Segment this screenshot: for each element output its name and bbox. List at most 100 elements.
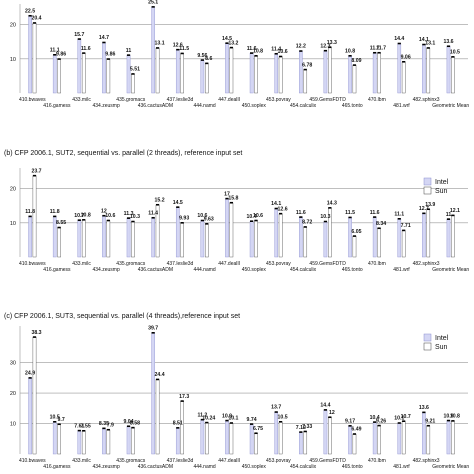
marker-intel (200, 418, 204, 421)
data-label-intel: 11 (126, 48, 132, 54)
y-tick-label: 20 (10, 391, 16, 397)
category-label: 481.wrf (393, 103, 410, 109)
data-label-sun: 7.9 (107, 422, 114, 428)
marker-intel (77, 38, 81, 40)
marker-intel (151, 332, 155, 334)
data-label-sun: 13.1 (155, 41, 165, 47)
data-label-intel: 10.5 (50, 415, 60, 421)
marker-sun (131, 220, 135, 223)
bar-sun (229, 202, 234, 258)
data-label-sun: 10.6 (253, 213, 263, 219)
data-label-intel: 11.7 (370, 45, 380, 51)
data-label-intel: 12.6 (173, 42, 183, 48)
data-label-sun: 11.7 (376, 45, 386, 51)
bar-sun (278, 421, 283, 455)
marker-intel (323, 220, 328, 223)
data-label-intel: 11.1 (394, 212, 404, 218)
panel-b-title: (b) CFP 2006.1, SUT2, sequential vs. par… (4, 150, 242, 157)
data-label-sun: 9.7 (58, 417, 65, 423)
data-label-sun: 8.6 (205, 56, 212, 62)
marker-sun (180, 52, 184, 55)
data-label-sun: 6.49 (351, 427, 361, 433)
data-label-sun: 12.6 (278, 206, 288, 212)
panel-c-title: (c) CFP 2006.1, SUT3, sequential vs. par… (4, 313, 240, 320)
category-label: 410.bwaves (19, 458, 46, 464)
bar-sun (352, 236, 357, 258)
category-label: 433.milc (72, 458, 91, 464)
data-label-sun: 10.8 (81, 213, 91, 219)
marker-intel (299, 216, 303, 218)
marker-intel (250, 220, 254, 222)
bar-intel (28, 216, 32, 258)
bar-sun (451, 56, 455, 94)
category-label: 437.leslie3d (167, 458, 194, 464)
marker-sun (229, 201, 233, 204)
data-label-sun: 13.1 (425, 41, 435, 47)
bar-intel (102, 42, 106, 94)
bar-sun (106, 59, 111, 94)
bar-sun (426, 425, 431, 455)
category-label: 433.milc (72, 97, 91, 103)
bar-sun (401, 61, 406, 94)
data-label-intel: 14.5 (173, 200, 183, 206)
marker-sun (352, 433, 357, 435)
data-label-intel: 10.4 (247, 214, 257, 220)
bar-sun (81, 53, 86, 94)
marker-intel (299, 50, 303, 52)
data-label-intel: 22.5 (25, 8, 35, 14)
bar-intel (77, 220, 82, 258)
bar-sun (229, 47, 234, 94)
data-label-sun: 9.06 (401, 54, 411, 60)
data-label-sun: 8.58 (130, 420, 140, 426)
data-label-sun: 7.71 (401, 223, 411, 229)
marker-sun (82, 52, 86, 54)
data-label-sun: 6.75 (253, 426, 263, 432)
y-tick-label: 20 (10, 23, 16, 29)
marker-sun (32, 174, 37, 177)
bar-intel (151, 6, 155, 94)
bar-sun (32, 337, 37, 455)
category-label: 453.povray (266, 261, 291, 267)
bar-intel (175, 49, 180, 94)
bar-intel (126, 426, 131, 455)
bar-sun (57, 227, 61, 258)
data-label-intel: 9.17 (345, 419, 355, 425)
bar-intel (372, 52, 377, 94)
data-label-sun: 23.7 (31, 168, 41, 174)
data-label-intel: 10.7 (74, 213, 84, 219)
marker-sun (205, 62, 209, 65)
marker-sun (32, 22, 37, 24)
marker-sun (303, 226, 307, 228)
data-label-sun: 10.8 (253, 49, 263, 55)
category-label: 459.GemsFDTD (309, 97, 346, 103)
data-label-sun: 38.3 (31, 330, 41, 336)
marker-intel (77, 429, 81, 432)
category-label: 453.povray (266, 458, 291, 464)
marker-intel (274, 207, 278, 210)
marker-sun (303, 68, 307, 71)
bar-sun (278, 213, 283, 258)
data-label-sun: 10.5 (450, 50, 460, 56)
bar-sun (32, 175, 37, 258)
data-label-intel: 14.4 (320, 403, 330, 409)
marker-intel (176, 427, 180, 429)
marker-sun (279, 55, 283, 58)
category-label: 459.GemsFDTD (309, 261, 346, 267)
marker-sun (131, 426, 135, 429)
bar-sun (377, 425, 381, 455)
marker-intel (373, 216, 377, 218)
marker-sun (106, 219, 110, 222)
marker-sun (279, 421, 283, 423)
data-label-intel: 39.7 (148, 326, 158, 332)
marker-sun (451, 56, 455, 58)
bar-sun (426, 209, 431, 258)
marker-intel (126, 54, 131, 56)
data-label-intel: 14.1 (419, 37, 429, 43)
marker-intel (126, 425, 131, 428)
marker-intel (348, 55, 352, 57)
data-label-sun: 10.3 (130, 214, 140, 220)
marker-intel (397, 218, 401, 220)
data-label-sun: 9.93 (179, 216, 189, 222)
marker-intel (28, 377, 32, 379)
bar-sun (426, 47, 431, 94)
